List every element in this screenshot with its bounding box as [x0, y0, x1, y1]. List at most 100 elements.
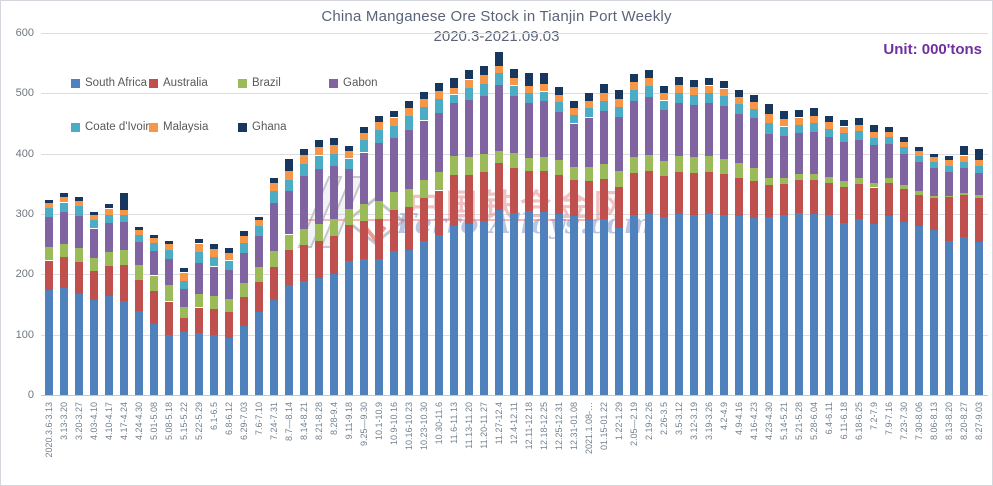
- bar-segment: [959, 167, 968, 193]
- bar-segment: [794, 180, 803, 213]
- bar-segment: [464, 100, 473, 158]
- bar-segment: [44, 289, 53, 395]
- bar-segment: [434, 90, 443, 100]
- bar-segment: [749, 109, 758, 119]
- bar-segment: [389, 117, 398, 126]
- bar-segment: [449, 87, 458, 95]
- x-tick-label: 12.31-01.08: [568, 402, 579, 451]
- bar-segment: [959, 194, 968, 237]
- bar-segment: [224, 247, 233, 254]
- bar-segment: [239, 235, 248, 243]
- bar-segment: [524, 72, 533, 87]
- bar-segment: [149, 243, 158, 252]
- bar-segment: [539, 83, 548, 92]
- bar-segment: [899, 137, 908, 142]
- bar-segment: [944, 195, 953, 198]
- bar-segment: [374, 258, 383, 395]
- bar-segment: [194, 252, 203, 263]
- bar-segment: [629, 173, 638, 216]
- bar-segment: [674, 171, 683, 214]
- bar-segment: [194, 307, 203, 333]
- bar-segment: [299, 154, 308, 164]
- bar-segment: [899, 141, 908, 147]
- bar-segment: [494, 209, 503, 395]
- bar-segment: [89, 228, 98, 258]
- bar-segment: [404, 129, 413, 189]
- legend-label: Australia: [163, 77, 208, 89]
- x-tick-label: 11.20-11.27: [478, 402, 489, 449]
- bar-segment: [839, 181, 848, 187]
- bar-segment: [449, 94, 458, 103]
- x-tick-label: 8.7—8.14: [283, 402, 294, 442]
- bar-segment: [959, 155, 968, 162]
- x-tick-label: 12.11-12.18: [523, 402, 534, 450]
- bar-segment: [929, 198, 938, 230]
- bar-segment: [914, 147, 923, 152]
- bar-segment: [359, 152, 368, 204]
- bar-segment: [104, 265, 113, 297]
- bar-segment: [479, 95, 488, 154]
- bar-segment: [209, 308, 218, 336]
- bar-segment: [914, 162, 923, 192]
- bar-segment: [749, 118, 758, 168]
- bar-segment: [284, 179, 293, 192]
- bar-segment: [659, 93, 668, 101]
- x-tick-label: 6.11-6.18: [838, 402, 849, 440]
- bar-segment: [134, 235, 143, 243]
- bar-segment: [719, 159, 728, 175]
- bar-segment: [284, 285, 293, 395]
- bar-segment: [884, 177, 893, 183]
- bar-segment: [869, 145, 878, 183]
- bar-segment: [359, 126, 368, 133]
- bar-segment: [584, 220, 593, 395]
- bar-segment: [359, 203, 368, 221]
- bar-segment: [809, 214, 818, 395]
- x-tick-label: 7.9-7.16: [883, 402, 894, 436]
- bar-segment: [479, 66, 488, 76]
- bar-segment: [389, 138, 398, 193]
- bar-segment: [899, 185, 908, 190]
- chart-subtitle: 2020.3-2021.09.03: [433, 28, 560, 45]
- bar-segment: [809, 115, 818, 123]
- legend-swatch-icon: [71, 78, 80, 88]
- bar-segment: [524, 171, 533, 211]
- bar-segment: [209, 256, 218, 267]
- bar-segment: [749, 218, 758, 395]
- bar-segment: [464, 175, 473, 224]
- bar-segment: [959, 236, 968, 395]
- bar-segment: [119, 300, 128, 395]
- x-tick-label: 11.6-11.13: [448, 402, 459, 444]
- x-tick-label: 4.17-4.24: [118, 402, 129, 441]
- bar-segment: [764, 122, 773, 134]
- bar-segment: [929, 168, 938, 196]
- bar-segment: [554, 214, 563, 395]
- bar-segment: [599, 101, 608, 111]
- bar-segment: [974, 159, 983, 167]
- bar-segment: [134, 279, 143, 312]
- bar-segment: [329, 165, 338, 219]
- bar-segment: [554, 174, 563, 214]
- bar-segment: [479, 153, 488, 172]
- bar-segment: [749, 94, 758, 102]
- bar-segment: [839, 186, 848, 223]
- bar-segment: [179, 267, 188, 273]
- bar-segment: [569, 101, 578, 109]
- bar-segment: [854, 218, 863, 395]
- bar-segment: [344, 209, 353, 225]
- bar-segment: [539, 73, 548, 84]
- bar-segment: [44, 208, 53, 218]
- bar-segment: [689, 95, 698, 106]
- bar-segment: [434, 190, 443, 236]
- bar-segment: [629, 215, 638, 395]
- bar-segment: [854, 118, 863, 125]
- y-tick-label: 0: [27, 389, 34, 401]
- bar-segment: [779, 118, 788, 127]
- y-tick-label: 500: [15, 87, 34, 100]
- bar-segment: [854, 131, 863, 140]
- bar-segment: [974, 195, 983, 198]
- bar-segment: [584, 92, 593, 102]
- bar-segment: [119, 192, 128, 210]
- bar-segment: [254, 226, 263, 236]
- bar-segment: [179, 289, 188, 307]
- bar-segment: [149, 234, 158, 238]
